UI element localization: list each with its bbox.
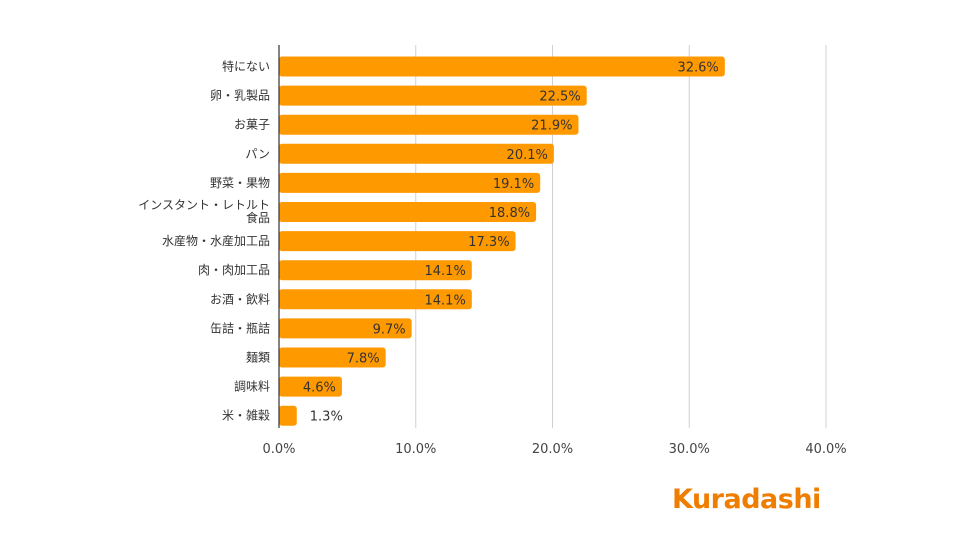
bars — [279, 56, 725, 426]
category-label: 水産物・水産加工品 — [162, 233, 270, 248]
bar — [279, 56, 725, 77]
category-label: 米・雑穀 — [222, 408, 270, 423]
category-label: インスタント・レトルト — [138, 198, 270, 212]
x-tick-label: 40.0% — [805, 442, 846, 457]
data-label: 14.1% — [425, 293, 466, 308]
category-label: パン — [245, 147, 270, 161]
category-label: 調味料 — [234, 380, 270, 394]
category-label: 麺類 — [246, 351, 270, 365]
data-label: 22.5% — [539, 90, 580, 105]
x-tick-label: 20.0% — [532, 442, 573, 457]
bar — [279, 260, 472, 281]
bar — [279, 347, 386, 368]
bar — [279, 231, 516, 252]
data-label: 14.1% — [425, 264, 466, 279]
category-label: 缶詰・瓶詰 — [210, 320, 270, 335]
bar — [279, 318, 412, 339]
bar — [279, 172, 541, 193]
kuradashi-logo: Kuradashi — [672, 484, 821, 515]
data-label: 18.8% — [489, 206, 530, 221]
category-label: 食品 — [246, 210, 270, 225]
data-label: 19.1% — [493, 177, 534, 192]
data-label: 32.6% — [677, 61, 718, 76]
bar — [279, 202, 537, 222]
bar — [279, 143, 554, 164]
data-label: 7.8% — [347, 352, 380, 367]
data-label: 17.3% — [468, 235, 509, 250]
category-label: 卵・乳製品 — [210, 89, 270, 103]
data-label: 20.1% — [507, 148, 548, 163]
category-label: お菓子 — [234, 118, 270, 132]
category-label: 野菜・果物 — [210, 176, 270, 190]
x-tick-label: 30.0% — [669, 442, 710, 457]
bar — [279, 85, 587, 106]
data-label: 1.3% — [310, 410, 343, 425]
bar — [279, 114, 579, 135]
data-label: 9.7% — [373, 322, 406, 337]
data-label: 4.6% — [303, 381, 336, 396]
bar — [279, 289, 472, 310]
category-label: お酒・飲料 — [210, 291, 270, 306]
x-tick-label: 10.0% — [395, 442, 436, 457]
labels: 0.0% 10.0% 20.0% 30.0% 40.0% 特にない 32.6% 卵・乳製品 22… — [138, 45, 847, 457]
bar — [279, 405, 297, 426]
data-label: 21.9% — [531, 119, 572, 134]
bar — [279, 376, 342, 397]
category-label: 特にない — [222, 59, 270, 74]
x-tick-label: 0.0% — [262, 442, 295, 457]
category-label: 肉・肉加工品 — [198, 263, 270, 277]
